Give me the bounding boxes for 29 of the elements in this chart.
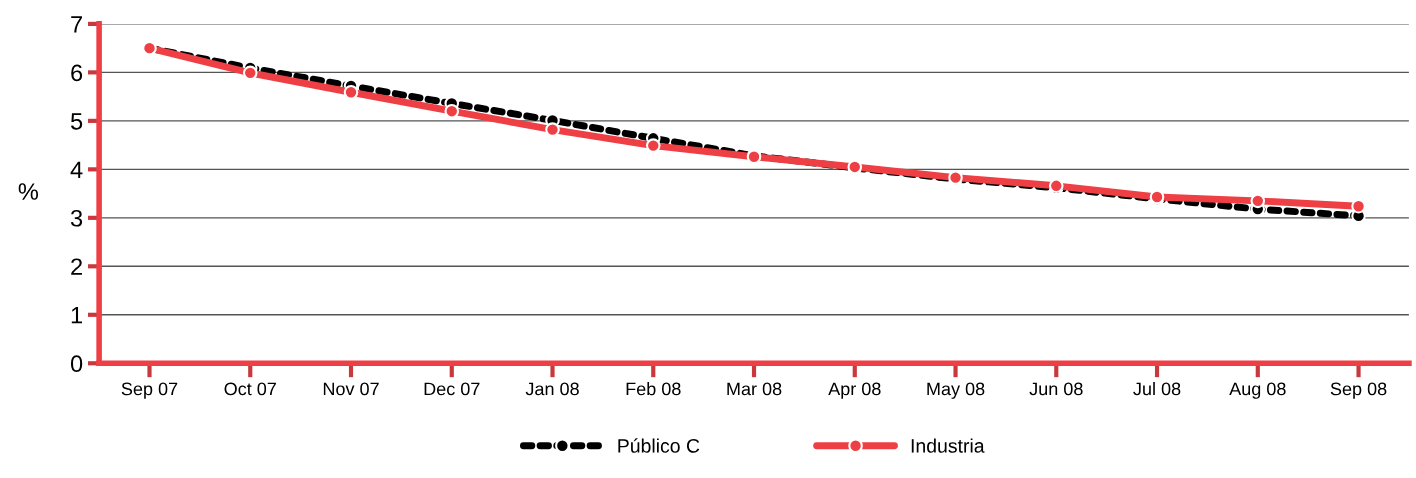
y-tick-label: 6 (71, 64, 83, 82)
y-axis-title: % (18, 183, 39, 200)
x-tick-label: Apr 08 (828, 382, 881, 399)
y-tick-label: 5 (70, 113, 83, 130)
x-tick-label: May 08 (927, 382, 985, 399)
y-tick-label: 4 (70, 161, 83, 178)
legend-label: Industria (911, 438, 985, 453)
x-tick-label: Nov 07 (323, 382, 379, 396)
x-tick-label: Sep 08 (1330, 382, 1387, 399)
y-tick-label: 0 (70, 355, 83, 373)
point (645, 138, 661, 153)
x-tick-label: Feb 08 (626, 382, 681, 396)
legend-label: Público C (618, 438, 700, 453)
x-tick-label: Jul 08 (1133, 382, 1181, 396)
point (1250, 193, 1266, 209)
point (545, 122, 560, 137)
point (444, 103, 460, 119)
x-tick-label: Jun 08 (1029, 382, 1083, 396)
point (343, 84, 359, 100)
x-tick-label: Sep 07 (121, 382, 178, 399)
x-tick-label: Aug 08 (1229, 382, 1286, 399)
x-tick-label: Mar 08 (727, 382, 782, 396)
y-tick-label: 2 (71, 258, 82, 275)
x-tick-label: Jan 08 (525, 382, 579, 396)
y-tick-label: 3 (70, 209, 83, 227)
x-tick-label: Oct 07 (224, 382, 276, 396)
x-tick-label: Dec 07 (424, 382, 480, 396)
y-tick-label: 7 (71, 16, 82, 33)
y-tick-label: 1 (71, 307, 82, 324)
